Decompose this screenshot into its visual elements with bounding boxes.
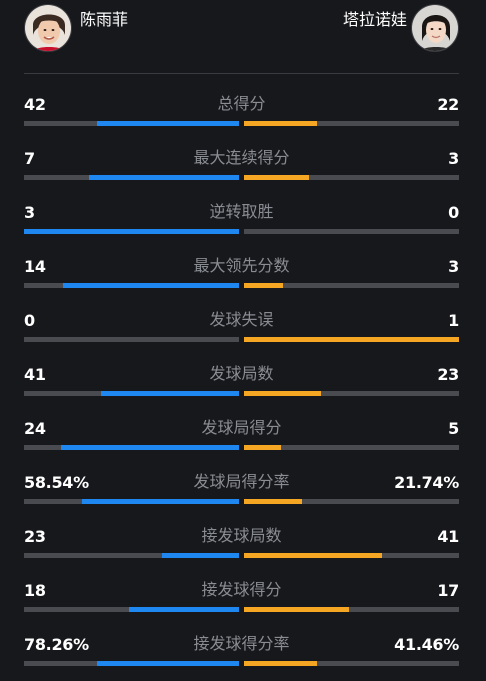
stat-bar-left-track (24, 391, 239, 396)
stat-label: 发球局得分率 (193, 474, 290, 491)
stat-row: 23 接发球局数 41 (24, 526, 459, 566)
stat-label: 发球失误 (209, 312, 274, 329)
stat-row: 3 逆转取胜 0 (24, 202, 459, 242)
stat-bar-right-fill (244, 283, 283, 288)
player-avatar-left[interactable] (24, 4, 72, 52)
stat-row: 7 最大连续得分 3 (24, 148, 459, 188)
stat-bar-right-track (244, 283, 459, 288)
stat-bar-right-track (244, 391, 459, 396)
stat-row: 78.26% 接发球得分率 41.46% (24, 634, 459, 674)
stat-bar-right-fill (244, 553, 382, 558)
stat-right-value: 22 (437, 95, 459, 114)
stat-right-value: 3 (448, 257, 459, 276)
stat-bar-left-fill (60, 445, 239, 450)
player-photo-left (25, 5, 71, 51)
stat-left-value: 58.54% (24, 473, 89, 492)
stat-row: 14 最大领先分数 3 (24, 256, 459, 296)
player-avatar-right[interactable] (411, 4, 459, 52)
stat-row: 42 总得分 22 (24, 94, 459, 134)
stat-bar-left-track (24, 553, 239, 558)
player-name-left: 陈雨菲 (80, 12, 129, 29)
stat-label: 发球局数 (209, 366, 274, 383)
stat-right-value: 1 (448, 311, 459, 330)
stat-left-value: 23 (24, 527, 46, 546)
stat-bar-right-track (244, 445, 459, 450)
stat-label: 接发球得分 (201, 582, 282, 599)
stat-left-value: 24 (24, 419, 46, 438)
stat-bar-left-track (24, 229, 239, 234)
match-header: 陈雨菲 塔拉诺娃 (0, 0, 486, 74)
stat-row: 24 发球局得分 5 (24, 418, 459, 458)
stat-bar-left-fill (101, 391, 239, 396)
stat-bar-right-fill (244, 607, 350, 612)
stat-bar-right-fill (244, 175, 309, 180)
stat-bar-right-fill (244, 337, 459, 342)
stat-left-value: 78.26% (24, 635, 89, 654)
stat-bar-left-fill (24, 229, 239, 234)
stat-bar-right-track (244, 337, 459, 342)
stat-row: 58.54% 发球局得分率 21.74% (24, 472, 459, 512)
stat-bar-right-track (244, 553, 459, 558)
stat-bar-left-fill (88, 175, 239, 180)
stat-bar-right-fill (244, 499, 303, 504)
stat-right-value: 17 (437, 581, 459, 600)
stat-left-value: 7 (24, 149, 35, 168)
stat-row: 0 发球失误 1 (24, 310, 459, 350)
stat-bar-left-track (24, 607, 239, 612)
stat-bar-left-track (24, 121, 239, 126)
stat-right-value: 3 (448, 149, 459, 168)
stat-label: 接发球得分率 (193, 636, 290, 653)
stat-bar-right-fill (244, 121, 318, 126)
stat-label: 总得分 (217, 96, 266, 113)
stat-label: 接发球局数 (201, 528, 282, 545)
stat-bar-right-track (244, 661, 459, 666)
stat-bar-left-track (24, 499, 239, 504)
stat-bar-right-track (244, 229, 459, 234)
stat-right-value: 23 (437, 365, 459, 384)
stat-bar-right-track (244, 121, 459, 126)
player-photo-right (412, 5, 458, 51)
stat-left-value: 3 (24, 203, 35, 222)
stat-label: 最大领先分数 (193, 258, 290, 275)
stat-right-value: 41.46% (394, 635, 459, 654)
stat-bar-left-track (24, 445, 239, 450)
stat-bar-left-track (24, 661, 239, 666)
stat-bar-right-track (244, 607, 459, 612)
stat-right-value: 5 (448, 419, 459, 438)
stat-left-value: 42 (24, 95, 46, 114)
stat-left-value: 0 (24, 311, 35, 330)
stat-bar-left-fill (82, 499, 239, 504)
stat-bar-left-track (24, 175, 239, 180)
stat-bar-right-fill (244, 445, 281, 450)
stat-row: 18 接发球得分 17 (24, 580, 459, 620)
stat-bar-left-fill (161, 553, 239, 558)
player-name-right: 塔拉诺娃 (342, 12, 407, 29)
stat-bar-left-fill (97, 121, 239, 126)
stat-label: 逆转取胜 (209, 204, 274, 221)
stat-bar-left-fill (97, 661, 239, 666)
stat-left-value: 18 (24, 581, 46, 600)
stat-row: 41 发球局数 23 (24, 364, 459, 404)
stat-bar-right-fill (244, 391, 322, 396)
stat-bar-right-track (244, 499, 459, 504)
header-divider (24, 73, 459, 74)
stat-label: 发球局得分 (201, 420, 282, 437)
stat-bar-right-fill (244, 661, 318, 666)
stat-bar-left-track (24, 283, 239, 288)
stat-right-value: 21.74% (394, 473, 459, 492)
stat-bar-left-fill (129, 607, 239, 612)
stat-bar-right-track (244, 175, 459, 180)
stat-left-value: 14 (24, 257, 46, 276)
stat-left-value: 41 (24, 365, 46, 384)
stat-label: 最大连续得分 (193, 150, 290, 167)
stat-right-value: 0 (448, 203, 459, 222)
stat-bar-left-track (24, 337, 239, 342)
stat-bar-left-fill (62, 283, 239, 288)
stat-right-value: 41 (437, 527, 459, 546)
